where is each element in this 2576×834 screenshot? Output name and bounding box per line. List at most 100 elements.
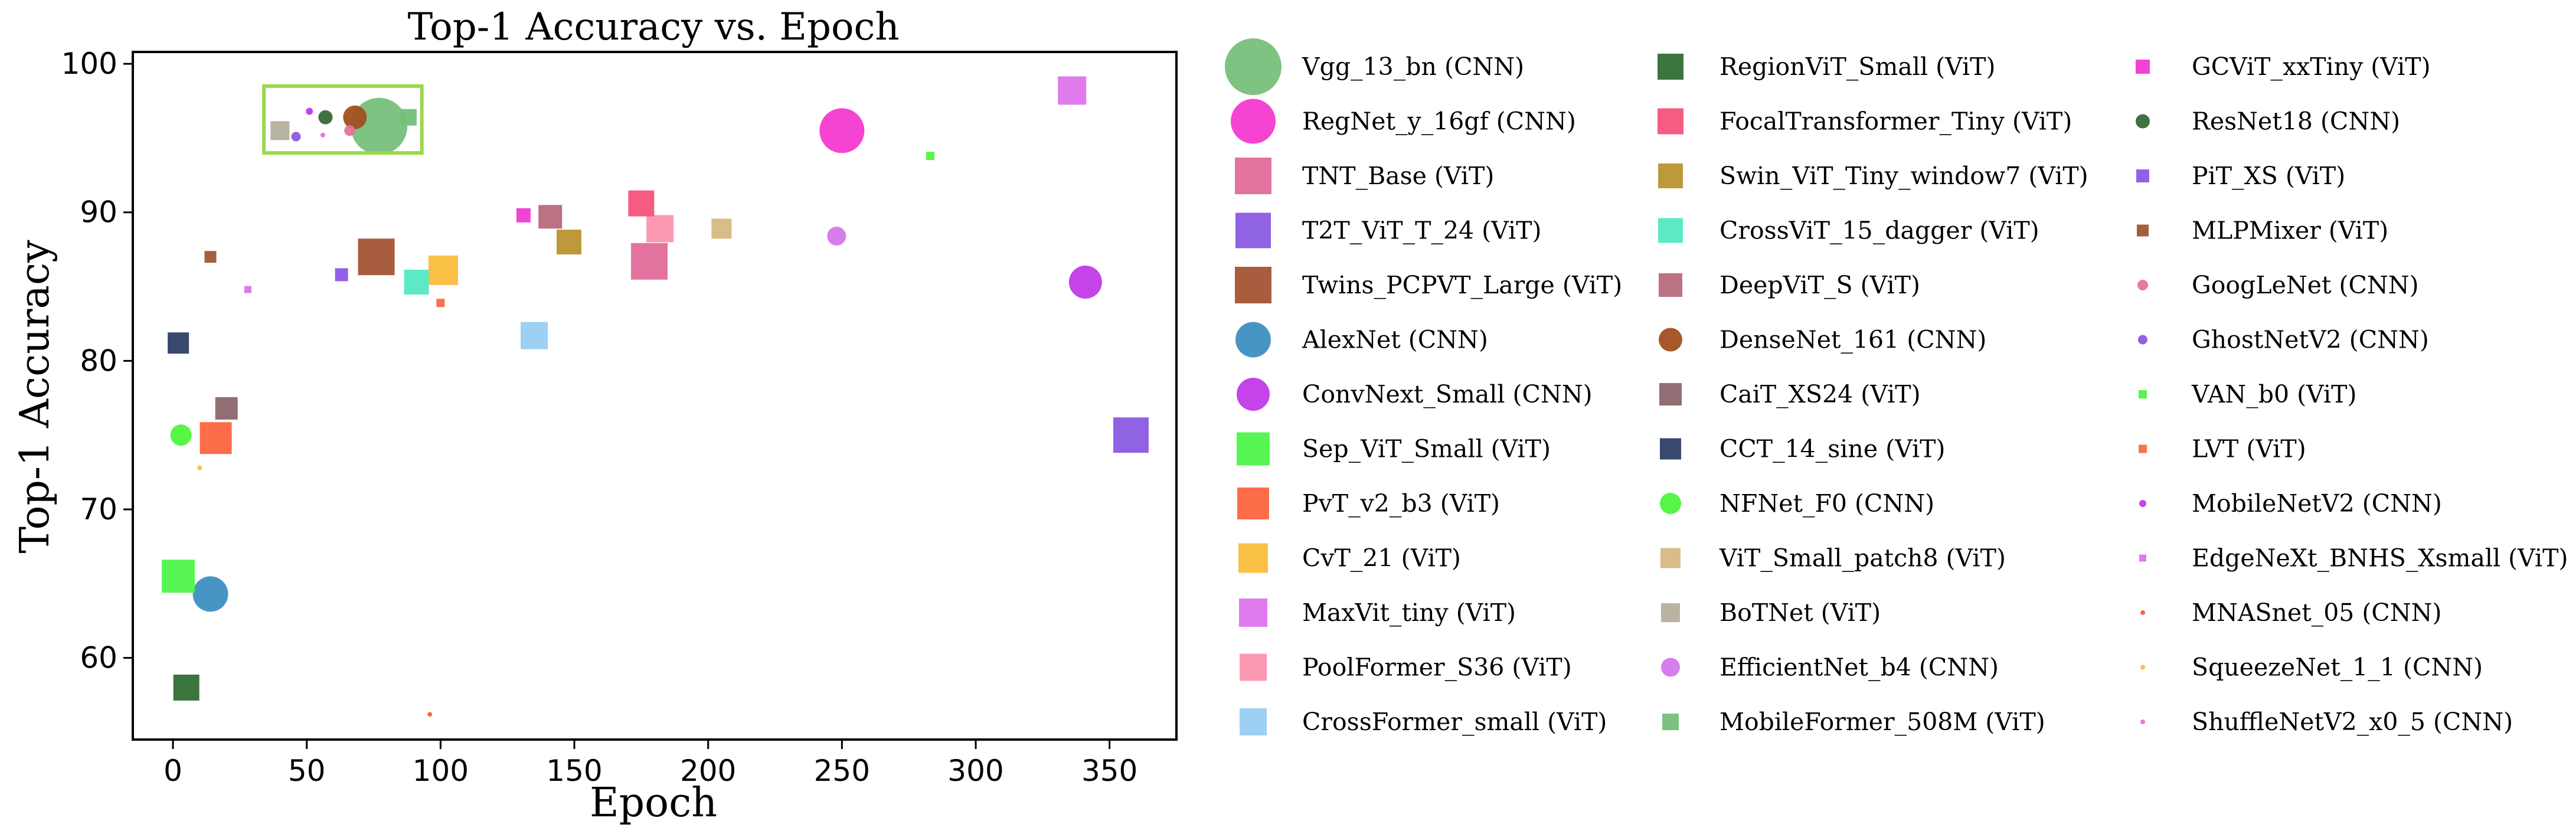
x-axis-label: Epoch bbox=[590, 780, 717, 826]
point-twins-pcpvt-large-vit bbox=[358, 238, 395, 276]
legend-item: RegNet_y_16gf (CNN) bbox=[1231, 99, 1576, 144]
legend-label: MNASnet_05 (CNN) bbox=[2192, 598, 2442, 627]
legend-label: DenseNet_161 (CNN) bbox=[1719, 326, 1986, 354]
legend-marker-mobileformer-508m-vit bbox=[1662, 714, 1679, 730]
legend-item: TNT_Base (ViT) bbox=[1235, 158, 1494, 194]
point-botnet-vit bbox=[270, 121, 290, 140]
legend-item: GoogLeNet (CNN) bbox=[2137, 271, 2419, 299]
legend-label: GCViT_xxTiny (ViT) bbox=[2192, 53, 2431, 81]
legend-item: MaxVit_tiny (ViT) bbox=[1239, 598, 1516, 627]
point-mnasnet-05-cnn bbox=[427, 712, 433, 717]
legend-item: RegionViT_Small (ViT) bbox=[1658, 53, 1995, 81]
legend-marker-regionvit-small-vit bbox=[1658, 54, 1683, 80]
legend-label: EfficientNet_b4 (CNN) bbox=[1719, 653, 1999, 682]
y-axis-label: Top-1 Accuracy bbox=[12, 240, 58, 554]
legend-label: RegNet_y_16gf (CNN) bbox=[1302, 107, 1576, 136]
point-crossformer-small-vit bbox=[521, 322, 548, 349]
legend-item: GhostNetV2 (CNN) bbox=[2138, 326, 2429, 354]
y-tick-label: 90 bbox=[80, 195, 117, 230]
legend-item: Swin_ViT_Tiny_window7 (ViT) bbox=[1658, 162, 2088, 190]
legend-label: FocalTransformer_Tiny (ViT) bbox=[1719, 107, 2072, 136]
point-ghostnetv2-cnn bbox=[291, 132, 301, 142]
legend-item: Sep_ViT_Small (ViT) bbox=[1237, 432, 1551, 466]
legend-label: Sep_ViT_Small (ViT) bbox=[1302, 435, 1551, 463]
legend-marker-densenet-161-cnn bbox=[1659, 328, 1682, 352]
legend-marker-resnet18-cnn bbox=[2136, 114, 2150, 129]
legend-item: Vgg_13_bn (CNN) bbox=[1225, 38, 1524, 95]
legend-label: CrossViT_15_dagger (ViT) bbox=[1719, 217, 2039, 245]
point-crossvit-15-dagger-vit bbox=[404, 270, 429, 295]
point-sep-vit-small-vit bbox=[162, 560, 195, 593]
legend-marker-regnet-y-16gf-cnn bbox=[1231, 99, 1276, 144]
legend-marker-pit-xs-vit bbox=[2136, 169, 2149, 182]
point-regnet-y-16gf-cnn bbox=[819, 108, 865, 153]
legend-marker-tnt-base-vit bbox=[1235, 158, 1271, 194]
legend-marker-nfnet-f0-cnn bbox=[1660, 493, 1681, 514]
legend-marker-crossvit-15-dagger-vit bbox=[1658, 218, 1683, 243]
legend-item: ConvNext_Small (CNN) bbox=[1237, 378, 1593, 411]
legend-label: AlexNet (CNN) bbox=[1302, 326, 1488, 354]
point-resnet18-cnn bbox=[318, 110, 333, 125]
legend-marker-edgenext-bnhs-xsmall-vit bbox=[2139, 554, 2146, 562]
legend-marker-ghostnetv2-cnn bbox=[2138, 335, 2147, 345]
legend-marker-gcvit-xxtiny-vit bbox=[2136, 60, 2150, 74]
legend-item: MLPMixer (ViT) bbox=[2137, 217, 2388, 245]
x-tick-label: 250 bbox=[814, 754, 870, 788]
legend-item: MobileNetV2 (CNN) bbox=[2139, 489, 2442, 518]
x-tick-label: 350 bbox=[1081, 754, 1137, 788]
legend-label: SqueezeNet_1_1 (CNN) bbox=[2192, 653, 2483, 682]
x-tick-label: 300 bbox=[947, 754, 1003, 788]
legend-item: ViT_Small_patch8 (ViT) bbox=[1660, 544, 2006, 573]
x-tick-label: 50 bbox=[288, 754, 326, 788]
legend-item: FocalTransformer_Tiny (ViT) bbox=[1658, 107, 2072, 136]
point-pvt-v2-b3-vit bbox=[200, 422, 232, 454]
point-efficientnet-b4-cnn bbox=[827, 227, 846, 246]
legend-item: GCViT_xxTiny (ViT) bbox=[2136, 53, 2431, 81]
legend-label: MobileNetV2 (CNN) bbox=[2192, 489, 2442, 518]
legend-label: CvT_21 (ViT) bbox=[1302, 544, 1461, 573]
point-cait-xs24-vit bbox=[215, 397, 238, 420]
legend-label: RegionViT_Small (ViT) bbox=[1719, 53, 1995, 81]
legend-label: MobileFormer_508M (ViT) bbox=[1719, 708, 2045, 736]
highlight-box bbox=[262, 84, 424, 155]
y-tick-label: 100 bbox=[61, 47, 117, 81]
legend-label: MLPMixer (ViT) bbox=[2192, 217, 2388, 245]
y-tick-label: 80 bbox=[80, 344, 117, 378]
legend-item: SqueezeNet_1_1 (CNN) bbox=[2140, 653, 2483, 682]
legend-label: T2T_ViT_T_24 (ViT) bbox=[1302, 217, 1542, 245]
legend-item: MobileFormer_508M (ViT) bbox=[1662, 708, 2045, 736]
legend-marker-cct-14-sine-vit bbox=[1660, 438, 1681, 460]
legend-marker-vgg-13-bn-cnn bbox=[1225, 38, 1282, 95]
point-lvt-vit bbox=[436, 299, 445, 308]
legend-label: CrossFormer_small (ViT) bbox=[1302, 708, 1607, 736]
legend-label: MaxVit_tiny (ViT) bbox=[1302, 598, 1516, 627]
legend-label: GhostNetV2 (CNN) bbox=[2192, 326, 2429, 354]
legend-marker-poolformer-s36-vit bbox=[1240, 653, 1267, 681]
legend-label: ConvNext_Small (CNN) bbox=[1302, 380, 1593, 408]
point-mobilenetv2-cnn bbox=[306, 107, 313, 115]
legend-marker-mnasnet-05-cnn bbox=[2140, 610, 2145, 615]
legend-item: MNASnet_05 (CNN) bbox=[2140, 598, 2442, 627]
point-gcvit-xxtiny-vit bbox=[516, 208, 531, 223]
legend-label: ResNet18 (CNN) bbox=[2192, 107, 2400, 136]
legend-item: EdgeNeXt_BNHS_Xsmall (ViT) bbox=[2139, 544, 2568, 573]
chart-title: Top-1 Accuracy vs. Epoch bbox=[407, 5, 899, 49]
point-swin-vit-tiny-window7-vit bbox=[556, 230, 581, 255]
point-pit-xs-vit bbox=[335, 268, 348, 282]
legend-marker-t2t-vit-t-24-vit bbox=[1235, 212, 1271, 248]
legend-item: ResNet18 (CNN) bbox=[2136, 107, 2400, 136]
legend-label: LVT (ViT) bbox=[2192, 435, 2306, 463]
legend-marker-shufflenetv2-x0-5-cnn bbox=[2140, 719, 2145, 724]
point-alexnet-cnn bbox=[192, 576, 228, 612]
point-cvt-21-vit bbox=[428, 255, 458, 285]
legend-item: VAN_b0 (ViT) bbox=[2139, 380, 2357, 408]
legend-label: CaiT_XS24 (ViT) bbox=[1719, 380, 1921, 408]
legend-label: Vgg_13_bn (CNN) bbox=[1302, 53, 1524, 81]
x-tick-label: 0 bbox=[164, 754, 182, 788]
legend-marker-cvt-21-vit bbox=[1238, 543, 1268, 573]
legend-label: CCT_14_sine (ViT) bbox=[1719, 435, 1945, 463]
legend-item: DeepViT_S (ViT) bbox=[1659, 271, 1920, 299]
point-maxvit-tiny-vit bbox=[1058, 76, 1087, 105]
legend-label: PoolFormer_S36 (ViT) bbox=[1302, 653, 1572, 682]
